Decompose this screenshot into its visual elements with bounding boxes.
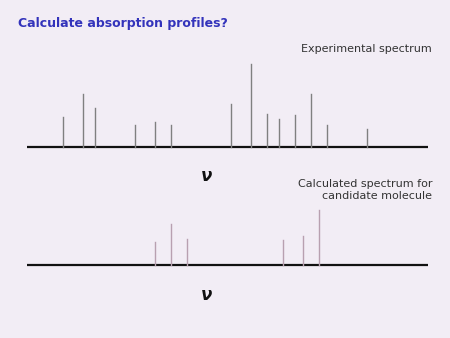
- Text: Calculated spectrum for
candidate molecule: Calculated spectrum for candidate molecu…: [297, 179, 432, 201]
- Text: Experimental spectrum: Experimental spectrum: [301, 44, 432, 54]
- Text: ν: ν: [201, 286, 213, 304]
- Text: Calculate absorption profiles?: Calculate absorption profiles?: [18, 17, 228, 30]
- Text: ν: ν: [201, 167, 213, 185]
